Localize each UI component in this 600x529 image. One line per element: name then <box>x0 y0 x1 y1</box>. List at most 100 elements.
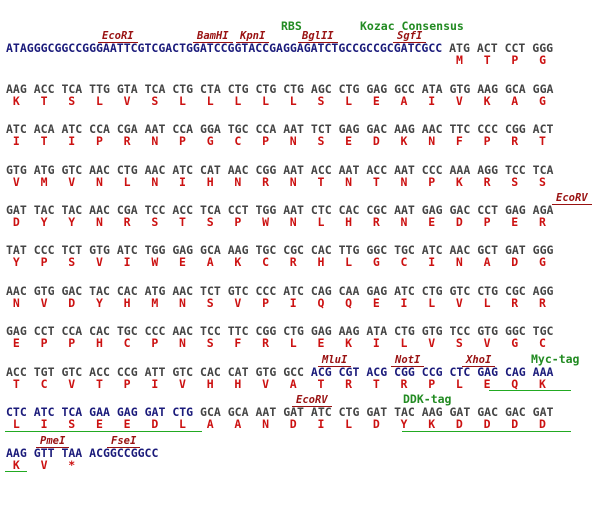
codon: GAG <box>477 365 498 379</box>
codon: TAA <box>61 446 83 460</box>
codon: ATC <box>172 163 194 177</box>
codon: CCT <box>477 203 498 217</box>
amino-acid: T <box>40 94 48 108</box>
amino-acid: T <box>372 377 380 391</box>
codon: CAG <box>310 284 332 298</box>
amino-acid: H <box>206 377 214 391</box>
amino-acid: N <box>455 255 463 269</box>
feature-label: Kozac Consensus <box>360 19 464 33</box>
codon: ACG <box>366 365 388 379</box>
amino-acid: R <box>538 296 546 310</box>
amino-acid: L <box>262 94 270 108</box>
amino-acid: P <box>483 134 491 148</box>
amino-acid: R <box>400 377 408 391</box>
codon: TGG <box>144 243 166 257</box>
amino-acid: L <box>345 417 353 431</box>
dna-line: ACC TGT GTC ACC CCG ATT GTC CAC CAT GTG … <box>6 366 560 378</box>
dna-line: TAT CCC TCT GTG ATC TGG GAG GCA AAG TGC … <box>6 244 560 256</box>
amino-acid: P <box>428 175 436 189</box>
codon: TAC <box>89 284 110 298</box>
codon: ACC <box>6 365 27 379</box>
codon: GAT <box>449 405 471 419</box>
codon: CCG <box>116 365 138 379</box>
codon: CGT <box>338 365 360 379</box>
amino-acid: P <box>483 215 491 229</box>
amino-acid: P <box>151 336 159 350</box>
amino-acid: L <box>400 336 408 350</box>
codon: ATG <box>33 163 55 177</box>
amino-acid: C <box>123 336 131 350</box>
amino-acid: R <box>511 134 519 148</box>
amino-acid: R <box>511 296 519 310</box>
amino-acid: E <box>372 94 380 108</box>
dna-line: GAT TAC TAC AAC CGA TCC ACC TCA CCT TGG … <box>6 204 560 216</box>
codon: ATC <box>61 122 83 136</box>
codon: AGC <box>310 82 332 96</box>
codon: CGA <box>116 203 138 217</box>
amino-acid: D <box>372 134 380 148</box>
codon: ACC <box>33 82 55 96</box>
amino-acid: E <box>511 215 519 229</box>
amino-acid: N <box>289 134 297 148</box>
amino-acid: T <box>372 175 380 189</box>
codon: AAT <box>283 122 304 136</box>
codon: GAC <box>504 405 526 419</box>
codon: GTG <box>89 243 110 257</box>
amino-acid: N <box>179 336 186 350</box>
amino-acid: L <box>483 296 491 310</box>
amino-acid: L <box>428 296 436 310</box>
codon: AAC <box>227 163 249 177</box>
codon: CCC <box>33 243 55 257</box>
codon: GTC <box>61 163 83 177</box>
amino-acid: T <box>40 134 48 148</box>
codon: ATA <box>421 82 443 96</box>
codon: TCC <box>449 324 471 338</box>
codon: CAT <box>200 163 221 177</box>
sequence: ATAGGGCGGCCGGGAATTCGTCGACTGGATCCGGTACCGA… <box>6 41 443 55</box>
amino-acid: V <box>262 377 270 391</box>
amino-acid: D <box>372 417 380 431</box>
amino-acid: V <box>483 336 491 350</box>
amino-acid: M <box>40 175 48 189</box>
amino-acid: F <box>234 336 242 350</box>
amino-acid: C <box>400 255 408 269</box>
codon: GGA <box>532 82 554 96</box>
amino-acid: I <box>400 296 408 310</box>
amino-acid: F <box>455 134 463 148</box>
codon: CTG <box>283 324 304 338</box>
codon: AAG <box>227 243 249 257</box>
codon: GTG <box>33 284 55 298</box>
amino-acid: L <box>179 417 186 431</box>
codon: CCT <box>33 324 55 338</box>
amino-acid: H <box>345 215 353 229</box>
amino-acid: H <box>234 377 242 391</box>
amino-acid: R <box>289 255 297 269</box>
codon: CAT <box>227 365 249 379</box>
codon: TCT <box>61 243 83 257</box>
amino-acid: N <box>289 175 297 189</box>
codon: TTC <box>227 324 249 338</box>
codon: GTA <box>116 82 138 96</box>
amino-acid: E <box>372 296 380 310</box>
enzyme-label: BglII <box>298 31 338 43</box>
amino-acid: N <box>428 134 436 148</box>
codon: GGA <box>200 122 221 136</box>
amino-acid: L <box>317 215 325 229</box>
dna-line: AAG ACC TCA TTG GTA TCA CTG CTA CTG CTG … <box>6 83 560 95</box>
dna-line: GAG CCT CCA CAC TGC CCC AAC TCC TTC CGG … <box>6 325 560 337</box>
codon: CTG <box>421 284 443 298</box>
amino-acid: I <box>40 417 48 431</box>
codon: AAA <box>449 163 471 177</box>
amino-acid: I <box>372 336 380 350</box>
codon: GTC <box>172 365 194 379</box>
amino-acid: R <box>345 377 353 391</box>
amino-acid: A <box>400 94 408 108</box>
amino-acid: T <box>538 134 546 148</box>
amino-acid: P <box>428 377 436 391</box>
codon: TGT <box>33 365 55 379</box>
enzyme-label: XhoI <box>462 355 496 367</box>
tag-underline <box>489 390 571 391</box>
codon: CCA <box>61 324 83 338</box>
